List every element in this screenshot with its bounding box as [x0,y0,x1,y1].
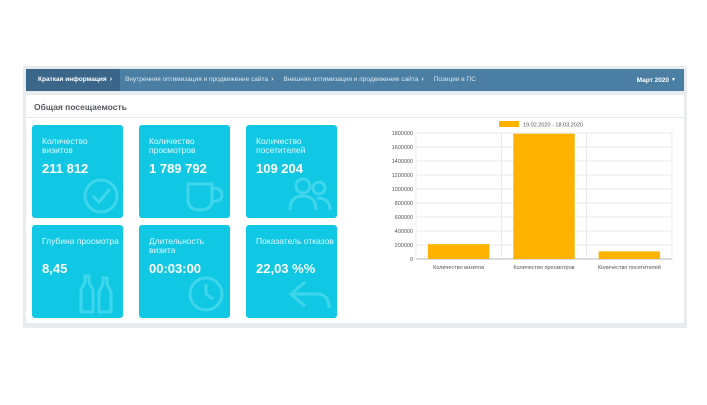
tile-value: 1 789 792 [149,161,207,176]
chart-legend[interactable]: 19.02.2020 - 18.03.2020 [499,121,583,129]
tile-value: 211 812 [42,161,89,176]
y-tick-label: 1400000 [392,159,413,165]
tile-depth: Глубина просмотра 8,45 [32,225,123,318]
tile-label: Показатель отказов [256,236,334,246]
month-label: Март 2020 [636,76,670,84]
y-tick-label: 1600000 [392,145,413,151]
tab-search-positions[interactable]: Позиции в ПС [429,69,481,91]
tile-visits: Количество визитов 211 812 [32,125,123,218]
y-tick-label: 0 [410,257,413,263]
clock-icon [188,276,224,312]
tab-label: Внешняя оптимизация и продвижение сайта [283,76,419,83]
chevron-right-icon: › [271,76,274,83]
check-circle-icon [83,178,119,214]
tab-summary[interactable]: Краткая информация › [26,69,121,91]
x-tick-label: Количество визитов [433,265,484,271]
traffic-panel: Общая посещаемость Количество визитов 21… [26,95,684,323]
chart-x-axis: Количество визитов Количество просмотров К… [433,264,661,271]
tile-visitors: Количество посетителей 109 204 [246,125,337,218]
x-tick-label: Количество просмотров [513,265,574,271]
tile-label: Количество посетителей [256,136,306,155]
bar-1[interactable] [427,244,490,259]
chart-y-axis: 0 200000 400000 600000 800000 1000000 1200000 1… [392,131,413,263]
tab-external-optimization[interactable]: Внешняя оптимизация и продвижение сайта … [278,69,428,91]
y-tick-label: 200000 [395,243,413,249]
tile-label: Количество просмотров [149,136,196,155]
month-dropdown[interactable]: Март 2020 ▼ [637,77,684,84]
traffic-bar-chart: 0 200000 400000 600000 800000 1000000 1200000 1… [392,121,673,271]
tile-duration: Длительность визита 00:03:00 [139,225,230,318]
y-tick-label: 1800000 [392,131,413,137]
y-tick-label: 400000 [395,229,413,235]
caret-down-icon: ▼ [671,77,676,83]
tab-internal-optimization[interactable]: Внутренняя оптимизация и продвижение сай… [120,69,278,91]
tile-label: Количество визитов [42,136,88,155]
top-navigation: Краткая информация › Внутренняя оптимиза… [26,69,684,91]
legend-swatch [499,121,519,127]
tile-value: 8,45 [42,261,68,276]
tile-value: 22,03 %% [256,261,316,276]
y-tick-label: 800000 [395,201,413,207]
users-icon [288,177,332,211]
dashboard-frame: Краткая информация › Внутренняя оптимиза… [23,66,687,328]
bottles-icon [79,274,113,314]
y-tick-label: 1000000 [392,187,413,193]
panel-title: Общая посещаемость [34,102,127,112]
bar-3[interactable] [598,251,661,259]
tab-label: Позиции в ПС [433,76,476,83]
tile-label: Глубина просмотра [42,236,119,246]
tile-pageviews: Количество просмотров 1 789 792 [139,125,230,218]
y-tick-label: 600000 [395,215,413,221]
chart-bars [427,133,661,259]
chevron-right-icon: › [109,76,113,83]
tab-label: Внутренняя оптимизация и продвижение сай… [125,76,269,83]
tile-label: Длительность визита [149,236,205,255]
tile-value: 00:03:00 [149,261,202,276]
arrow-back-icon [288,280,331,309]
tile-bounce-rate: Показатель отказов 22,03 %% [246,225,337,318]
legend-label: 19.02.2020 - 18.03.2020 [523,123,583,129]
bar-2[interactable] [513,133,575,259]
x-tick-label: Количество посетителей [598,264,661,271]
tile-value: 109 204 [256,161,303,176]
chevron-right-icon: › [421,76,424,83]
coffee-cup-icon [186,182,224,212]
tab-label: Краткая информация [38,76,107,83]
y-tick-label: 1200000 [392,173,413,179]
panel-divider [26,117,684,118]
